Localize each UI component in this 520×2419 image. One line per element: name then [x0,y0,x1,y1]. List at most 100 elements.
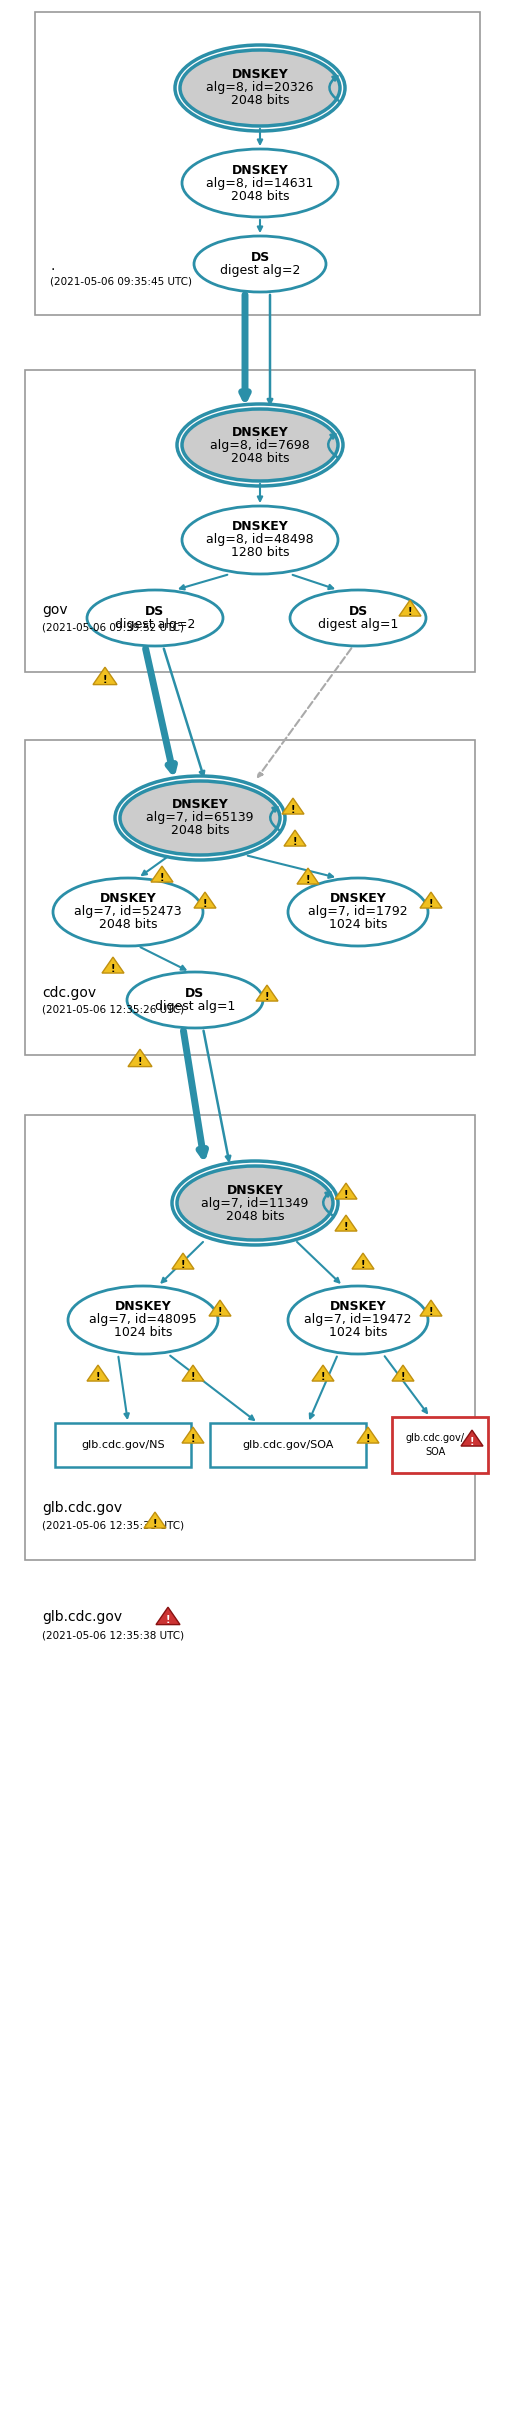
Text: DNSKEY: DNSKEY [330,893,386,905]
Text: alg=7, id=52473: alg=7, id=52473 [74,905,182,919]
Text: !: ! [429,1306,433,1316]
Polygon shape [144,1512,166,1529]
Text: !: ! [111,963,115,975]
Text: 2048 bits: 2048 bits [231,189,289,203]
Polygon shape [284,830,306,847]
Ellipse shape [182,506,338,573]
Polygon shape [156,1606,180,1626]
Ellipse shape [177,1166,333,1241]
Text: glb.cdc.gov: glb.cdc.gov [42,1502,122,1514]
Ellipse shape [194,237,326,293]
Text: !: ! [470,1437,474,1447]
Text: !: ! [401,1372,405,1381]
Text: !: ! [429,897,433,910]
Text: alg=7, id=19472: alg=7, id=19472 [304,1314,412,1326]
FancyBboxPatch shape [210,1422,366,1466]
Text: !: ! [96,1372,100,1381]
Text: glb.cdc.gov/: glb.cdc.gov/ [406,1432,464,1444]
Ellipse shape [182,409,338,481]
Text: digest alg=1: digest alg=1 [318,617,398,631]
Text: alg=8, id=7698: alg=8, id=7698 [210,438,310,452]
Text: (2021-05-06 12:35:38 UTC): (2021-05-06 12:35:38 UTC) [42,1630,184,1640]
Text: !: ! [153,1519,157,1529]
Text: 1024 bits: 1024 bits [114,1326,172,1340]
FancyBboxPatch shape [392,1418,488,1473]
Ellipse shape [182,150,338,218]
FancyBboxPatch shape [55,1422,191,1466]
Text: !: ! [344,1190,348,1200]
Polygon shape [282,798,304,815]
Text: DS: DS [250,252,270,264]
Text: !: ! [306,876,310,885]
Polygon shape [312,1364,334,1381]
Text: glb.cdc.gov: glb.cdc.gov [42,1611,122,1623]
Text: !: ! [160,873,164,883]
Text: (2021-05-06 09:39:52 UTC): (2021-05-06 09:39:52 UTC) [42,622,184,631]
Text: digest alg=1: digest alg=1 [155,999,235,1014]
Text: !: ! [181,1260,185,1270]
Text: !: ! [321,1372,325,1381]
Text: DNSKEY: DNSKEY [231,68,289,82]
FancyBboxPatch shape [35,12,480,314]
FancyBboxPatch shape [25,1115,475,1560]
Ellipse shape [127,972,263,1028]
Ellipse shape [53,878,203,946]
Text: 1024 bits: 1024 bits [329,919,387,931]
Text: !: ! [191,1372,195,1381]
Text: DNSKEY: DNSKEY [227,1183,283,1197]
Text: DNSKEY: DNSKEY [172,798,228,810]
Text: DNSKEY: DNSKEY [231,520,289,535]
Text: glb.cdc.gov/SOA: glb.cdc.gov/SOA [242,1439,334,1449]
Ellipse shape [180,51,340,126]
Text: DNSKEY: DNSKEY [114,1301,172,1314]
Polygon shape [357,1427,379,1444]
Polygon shape [128,1050,152,1067]
Text: alg=7, id=1792: alg=7, id=1792 [308,905,408,919]
Text: digest alg=2: digest alg=2 [220,264,300,278]
Polygon shape [461,1430,483,1447]
Polygon shape [335,1183,357,1200]
Text: !: ! [291,806,295,815]
FancyBboxPatch shape [25,740,475,1055]
Text: DNSKEY: DNSKEY [330,1301,386,1314]
Text: 2048 bits: 2048 bits [231,452,289,464]
Text: !: ! [138,1057,142,1067]
Text: cdc.gov: cdc.gov [42,987,96,999]
Polygon shape [87,1364,109,1381]
Text: !: ! [265,992,269,1001]
Text: 2048 bits: 2048 bits [171,825,229,837]
Ellipse shape [87,590,223,646]
Polygon shape [392,1364,414,1381]
Polygon shape [256,985,278,1001]
Polygon shape [93,668,117,685]
Text: !: ! [203,897,207,910]
Text: alg=7, id=65139: alg=7, id=65139 [146,810,254,825]
Text: 1024 bits: 1024 bits [329,1326,387,1340]
Text: DS: DS [146,605,165,617]
Text: 2048 bits: 2048 bits [226,1210,284,1222]
Text: alg=8, id=20326: alg=8, id=20326 [206,82,314,94]
Text: SOA: SOA [425,1447,445,1456]
Polygon shape [102,958,124,972]
Text: gov: gov [42,602,68,617]
Ellipse shape [288,1287,428,1355]
Text: !: ! [218,1306,222,1316]
Text: !: ! [103,675,107,685]
Text: (2021-05-06 09:35:45 UTC): (2021-05-06 09:35:45 UTC) [50,278,192,288]
Text: DS: DS [348,605,368,617]
Polygon shape [335,1214,357,1231]
Text: DNSKEY: DNSKEY [231,164,289,177]
Text: 2048 bits: 2048 bits [99,919,157,931]
Ellipse shape [288,878,428,946]
Text: !: ! [191,1434,195,1444]
Text: DNSKEY: DNSKEY [231,426,289,438]
Text: 1280 bits: 1280 bits [231,547,289,559]
Text: alg=7, id=48095: alg=7, id=48095 [89,1314,197,1326]
FancyBboxPatch shape [25,370,475,672]
Text: !: ! [344,1222,348,1231]
Text: glb.cdc.gov/NS: glb.cdc.gov/NS [81,1439,165,1449]
Text: (2021-05-06 12:35:38 UTC): (2021-05-06 12:35:38 UTC) [42,1519,184,1529]
Text: !: ! [293,837,297,847]
Text: !: ! [366,1434,370,1444]
Text: !: ! [408,607,412,617]
